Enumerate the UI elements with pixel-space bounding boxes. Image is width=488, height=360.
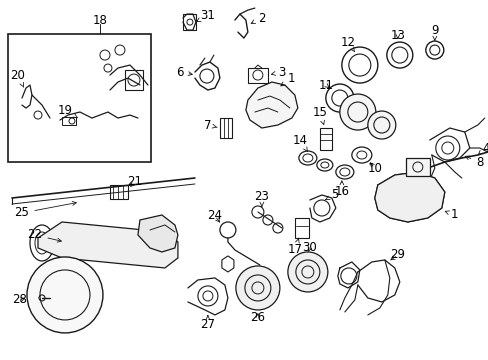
Text: 21: 21: [127, 175, 142, 189]
Polygon shape: [374, 172, 444, 222]
Bar: [405, 158, 429, 176]
Bar: [220, 118, 231, 138]
Text: 12: 12: [340, 36, 355, 51]
Polygon shape: [138, 215, 178, 252]
Circle shape: [27, 257, 103, 333]
Text: 29: 29: [389, 248, 405, 261]
Text: 28: 28: [13, 293, 27, 306]
Circle shape: [235, 266, 279, 310]
Polygon shape: [245, 82, 297, 128]
Circle shape: [367, 111, 395, 139]
Text: 5: 5: [325, 189, 338, 202]
Bar: [8, 34, 151, 162]
Bar: [125, 70, 142, 90]
Text: 26: 26: [250, 311, 265, 324]
Text: 1: 1: [444, 208, 458, 221]
Text: 4: 4: [478, 141, 488, 154]
Text: 14: 14: [292, 134, 307, 152]
Text: 7: 7: [203, 118, 217, 131]
Text: 8: 8: [464, 156, 483, 168]
Text: 30: 30: [302, 242, 317, 255]
Text: 19: 19: [58, 104, 78, 118]
Bar: [247, 68, 267, 83]
Text: 13: 13: [389, 28, 405, 41]
Text: 6: 6: [176, 66, 192, 78]
Circle shape: [339, 94, 375, 130]
Polygon shape: [38, 222, 178, 268]
Text: 20: 20: [11, 68, 25, 87]
Bar: [183, 14, 196, 30]
Text: 31: 31: [196, 9, 215, 22]
Text: 25: 25: [15, 202, 76, 220]
Text: 11: 11: [318, 78, 333, 91]
Text: 3: 3: [271, 66, 285, 78]
Circle shape: [287, 252, 327, 292]
Text: 16: 16: [334, 181, 348, 198]
Text: 27: 27: [200, 315, 215, 332]
Text: 1: 1: [280, 72, 295, 86]
Text: 18: 18: [92, 14, 107, 27]
Bar: [110, 185, 128, 199]
Text: 24: 24: [207, 210, 222, 222]
Text: 9: 9: [430, 23, 438, 40]
Text: 15: 15: [312, 105, 326, 125]
Text: 17: 17: [287, 238, 302, 256]
Text: 23: 23: [254, 190, 269, 206]
Text: 10: 10: [366, 162, 382, 175]
Bar: [62, 117, 76, 125]
Text: 22: 22: [27, 229, 61, 242]
Bar: [294, 218, 308, 238]
Bar: [319, 128, 331, 150]
Text: 2: 2: [251, 12, 265, 24]
